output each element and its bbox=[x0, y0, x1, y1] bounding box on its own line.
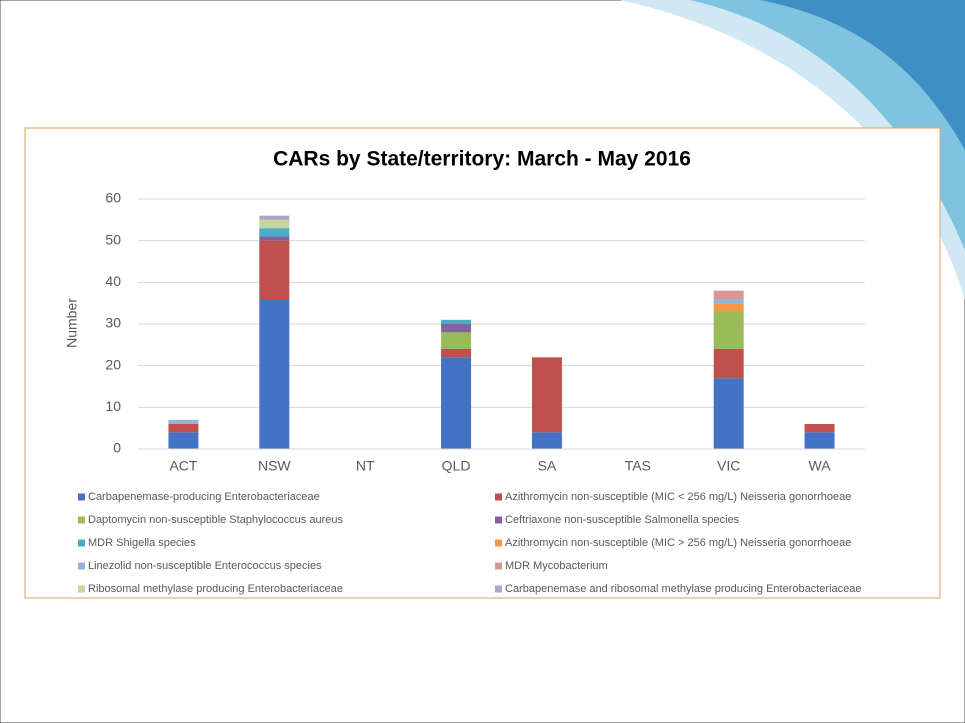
bar-segment bbox=[441, 324, 472, 333]
bar-segment bbox=[713, 303, 744, 312]
legend-label: MDR Mycobacterium bbox=[505, 560, 608, 572]
legend-swatch bbox=[495, 539, 502, 547]
legend-swatch bbox=[495, 493, 502, 501]
y-tick-label: 40 bbox=[105, 273, 121, 289]
x-tick-label: VIC bbox=[717, 458, 740, 474]
legend-label: Carbapenemase-producing Enterobacteriace… bbox=[88, 491, 320, 503]
legend-swatch bbox=[495, 516, 502, 524]
bar-segment bbox=[259, 228, 290, 237]
y-tick-label: 60 bbox=[105, 190, 121, 206]
bar-segment bbox=[168, 419, 199, 424]
legend-label: Ribosomal methylase producing Enterobact… bbox=[88, 583, 343, 595]
x-tick-label: TAS bbox=[625, 458, 651, 474]
legend-swatch bbox=[495, 585, 502, 593]
x-tick-label: NSW bbox=[258, 458, 291, 474]
bar-segment bbox=[441, 349, 472, 358]
x-tick-label: QLD bbox=[442, 458, 471, 474]
x-tick-label: NT bbox=[356, 458, 375, 474]
legend-swatch bbox=[78, 539, 85, 547]
bar-segment bbox=[168, 424, 199, 433]
legend-label: Linezolid non-susceptible Enterococcus s… bbox=[88, 560, 322, 572]
bar-segment bbox=[804, 432, 835, 449]
bar-segment bbox=[713, 311, 744, 349]
bar-segment bbox=[804, 424, 835, 433]
legend-swatch bbox=[78, 585, 85, 593]
legend-label: Daptomycin non-susceptible Staphylococcu… bbox=[88, 514, 343, 526]
legend-swatch bbox=[78, 493, 85, 501]
bar-segment bbox=[259, 219, 290, 229]
chart-frame bbox=[24, 127, 941, 599]
legend-swatch bbox=[495, 562, 502, 570]
bar-segment bbox=[441, 357, 472, 449]
y-tick-label: 10 bbox=[105, 398, 121, 414]
bar-segment bbox=[713, 349, 744, 379]
bar-segment bbox=[531, 357, 562, 433]
bar-segment bbox=[441, 319, 472, 324]
legend-swatch bbox=[78, 562, 85, 570]
y-tick-label: 30 bbox=[105, 315, 121, 331]
chart-title: CARs by State/territory: March - May 201… bbox=[273, 148, 691, 171]
bar-segment bbox=[259, 240, 290, 299]
legend-label: MDR Shigella species bbox=[88, 537, 196, 549]
y-tick-label: 20 bbox=[105, 356, 121, 372]
legend-swatch bbox=[78, 516, 85, 524]
legend-label: Carbapenemase and ribosomal methylase pr… bbox=[505, 583, 862, 595]
bar-segment bbox=[259, 236, 290, 241]
x-tick-label: ACT bbox=[169, 458, 197, 474]
bar-segment bbox=[531, 432, 562, 449]
bar-segment bbox=[441, 332, 472, 349]
bar-segment bbox=[713, 378, 744, 449]
x-tick-label: WA bbox=[809, 458, 832, 474]
bar-segment bbox=[259, 215, 290, 220]
legend-label: Azithromycin non-susceptible (MIC < 256 … bbox=[505, 491, 851, 503]
y-axis-label: Number bbox=[64, 298, 80, 348]
y-tick-label: 50 bbox=[105, 231, 121, 247]
y-tick-label: 0 bbox=[113, 440, 121, 456]
legend-label: Ceftriaxone non-susceptible Salmonella s… bbox=[505, 514, 740, 526]
legend-label: Azithromycin non-susceptible (MIC > 256 … bbox=[505, 537, 851, 549]
bar-segment bbox=[713, 299, 744, 304]
x-tick-label: SA bbox=[538, 458, 557, 474]
bar-segment bbox=[168, 432, 199, 449]
bar-segment bbox=[713, 290, 744, 299]
swoosh-dark bbox=[760, 0, 965, 150]
bar-segment bbox=[259, 299, 290, 449]
